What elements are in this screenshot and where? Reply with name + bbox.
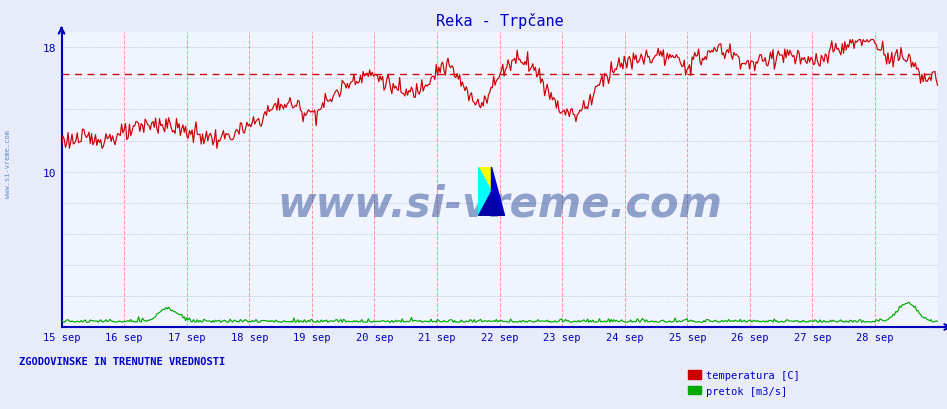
Text: www.si-vreme.com: www.si-vreme.com [277,182,722,225]
Legend: temperatura [C], pretok [m3/s]: temperatura [C], pretok [m3/s] [688,371,800,396]
Text: ZGODOVINSKE IN TRENUTNE VREDNOSTI: ZGODOVINSKE IN TRENUTNE VREDNOSTI [19,356,225,366]
Polygon shape [478,168,491,192]
Title: Reka - Trpčane: Reka - Trpčane [436,13,563,29]
Polygon shape [491,168,505,217]
Text: www.si-vreme.com: www.si-vreme.com [5,130,10,198]
Polygon shape [478,192,505,217]
Polygon shape [478,168,491,217]
